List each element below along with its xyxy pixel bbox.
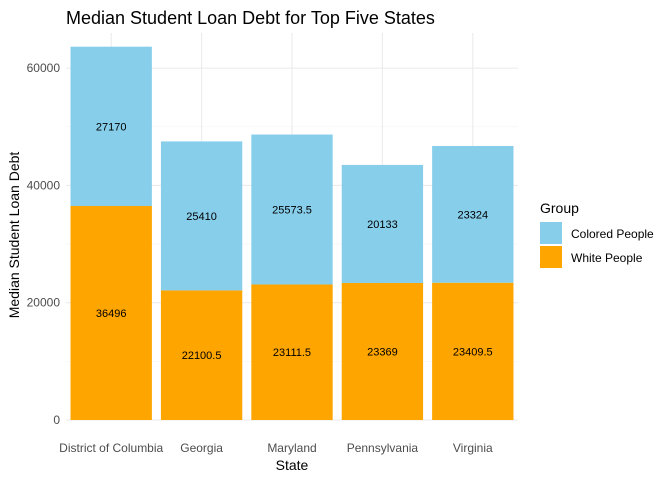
data-label-white-people: 23409.5: [453, 346, 493, 358]
legend-label: Colored People: [571, 227, 654, 241]
data-label-colored-people: 25573.5: [272, 205, 312, 217]
bar-white-people: [432, 282, 514, 420]
bar-white-people: [160, 290, 243, 420]
bars: [70, 46, 514, 420]
data-label-white-people: 23111.5: [273, 347, 311, 359]
data-labels: 36496 27170 22100.5 25410 23111.5 25573.5 2336…: [96, 121, 493, 362]
data-label-colored-people: 25410: [186, 211, 217, 223]
y-tick-label: 60000: [27, 61, 61, 75]
x-tick-label: Pennsylvania: [347, 441, 419, 455]
x-axis-ticks: District of Columbia Georgia Maryland Penns…: [59, 441, 493, 455]
data-label-colored-people: 27170: [96, 121, 127, 133]
y-tick-label: 40000: [27, 178, 61, 192]
y-tick-label: 20000: [27, 296, 61, 310]
data-label-colored-people: 23324: [458, 209, 489, 221]
data-label-white-people: 23369: [367, 346, 398, 358]
legend-label: White People: [571, 251, 643, 265]
data-label-white-people: 36496: [96, 308, 127, 320]
bar-colored-people: [70, 46, 152, 207]
bar-colored-people: [251, 134, 333, 285]
bar-white-people: [341, 282, 424, 420]
data-label-colored-people: 20133: [367, 219, 398, 231]
legend: Group Colored People White People: [540, 200, 654, 268]
legend-swatch: [540, 246, 562, 268]
y-axis-ticks: 0 20000 40000 60000: [27, 61, 61, 427]
x-tick-label: Virginia: [453, 441, 493, 455]
chart-title: Median Student Loan Debt for Top Five St…: [66, 8, 435, 28]
bar-white-people: [70, 206, 152, 420]
legend-swatch: [540, 222, 562, 244]
x-tick-label: Maryland: [267, 441, 316, 455]
bar-colored-people: [160, 141, 243, 291]
y-tick-label: 0: [53, 413, 60, 427]
x-tick-label: District of Columbia: [59, 441, 163, 455]
bar-white-people: [251, 284, 333, 420]
legend-title: Group: [540, 200, 579, 216]
y-axis-title: Median Student Loan Debt: [6, 152, 22, 319]
x-tick-label: Georgia: [180, 441, 223, 455]
x-axis-title: State: [276, 457, 309, 473]
data-label-white-people: 22100.5: [182, 350, 222, 362]
bar-colored-people: [432, 145, 514, 283]
bar-colored-people: [341, 164, 424, 283]
